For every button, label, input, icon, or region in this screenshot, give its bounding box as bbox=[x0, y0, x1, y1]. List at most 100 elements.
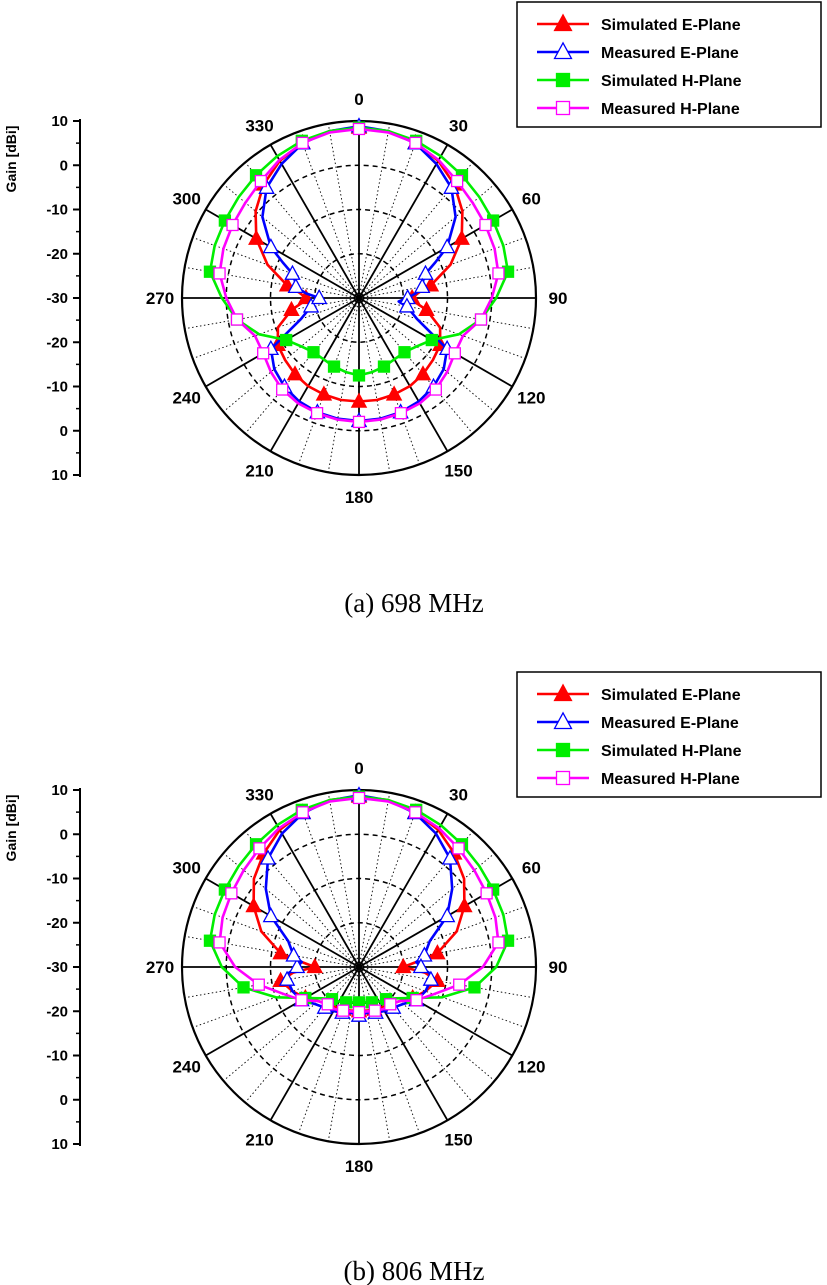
gain-tick-label: -10 bbox=[46, 379, 68, 396]
data-point-marker bbox=[377, 360, 391, 373]
minor-spoke bbox=[358, 966, 391, 1142]
angle-label: 270 bbox=[146, 958, 174, 977]
data-point-marker bbox=[438, 907, 456, 923]
data-point-marker bbox=[257, 347, 270, 360]
minor-spoke bbox=[223, 297, 360, 413]
gain-axis-title: Gain [dBi] bbox=[3, 126, 19, 193]
data-point-marker bbox=[417, 264, 434, 280]
grid-ring bbox=[269, 877, 449, 1057]
gain-tick-label: 10 bbox=[51, 1136, 68, 1153]
gain-tick-label: 10 bbox=[51, 782, 68, 799]
gain-tick-label: 0 bbox=[60, 423, 68, 440]
minor-spoke bbox=[358, 123, 391, 299]
angle-label: 120 bbox=[517, 1058, 545, 1077]
data-point-marker bbox=[553, 13, 573, 32]
major-spoke bbox=[205, 966, 360, 1057]
data-point-marker bbox=[368, 1004, 382, 1017]
data-point-marker bbox=[452, 842, 465, 855]
data-point-marker bbox=[441, 849, 459, 865]
minor-spoke bbox=[358, 966, 420, 1134]
data-point-marker bbox=[336, 1004, 350, 1017]
gain-tick-label: -20 bbox=[46, 1003, 68, 1020]
data-point-marker bbox=[555, 742, 571, 758]
data-point-marker bbox=[468, 981, 481, 994]
data-point-marker bbox=[276, 383, 289, 396]
gain-tick-label: -30 bbox=[46, 290, 68, 307]
angle-label: 240 bbox=[172, 389, 200, 408]
angle-label: 90 bbox=[549, 958, 568, 977]
data-point-marker bbox=[453, 229, 470, 245]
legend-entry-label: Simulated E-Plane bbox=[601, 17, 741, 34]
data-point-marker bbox=[385, 385, 403, 401]
minor-spoke bbox=[358, 297, 391, 473]
legend-entry-label: Measured E-Plane bbox=[601, 45, 739, 62]
data-point-marker bbox=[438, 238, 456, 254]
gain-tick-label: 10 bbox=[51, 113, 68, 130]
data-point-marker bbox=[422, 970, 440, 986]
angle-label: 90 bbox=[549, 289, 568, 308]
data-point-marker bbox=[306, 957, 323, 974]
data-point-marker bbox=[410, 994, 423, 1007]
minor-spoke bbox=[358, 800, 420, 968]
data-point-marker bbox=[327, 360, 341, 373]
minor-spoke bbox=[358, 966, 534, 999]
data-point-marker bbox=[414, 365, 432, 381]
gain-tick-label: -10 bbox=[46, 202, 68, 219]
minor-spoke bbox=[358, 935, 534, 968]
data-point-marker bbox=[213, 267, 226, 280]
angle-label: 300 bbox=[172, 859, 200, 878]
major-spoke bbox=[269, 297, 360, 452]
data-point-marker bbox=[252, 978, 265, 991]
data-point-marker bbox=[310, 288, 328, 305]
data-point-marker bbox=[321, 998, 334, 1011]
data-point-marker bbox=[492, 267, 505, 280]
minor-spoke bbox=[184, 935, 360, 968]
minor-spoke bbox=[298, 297, 360, 465]
data-point-marker bbox=[474, 313, 488, 326]
angle-label: 30 bbox=[449, 786, 468, 805]
data-point-marker bbox=[555, 72, 571, 88]
data-point-marker bbox=[225, 887, 238, 900]
angle-label: 0 bbox=[354, 90, 363, 109]
data-point-marker bbox=[315, 385, 333, 401]
data-point-marker bbox=[413, 277, 431, 294]
data-point-marker bbox=[416, 946, 433, 962]
legend-entry-label: Simulated H-Plane bbox=[601, 743, 742, 760]
grid-ring bbox=[225, 833, 493, 1101]
angle-label: 300 bbox=[172, 190, 200, 209]
data-point-marker bbox=[285, 946, 302, 962]
polar-chart-806mhz: 0 30 60 90 120 150 180 210 240 270 300 330 10 0 -10 -20… bbox=[3, 671, 822, 1285]
angle-label: 0 bbox=[354, 759, 363, 778]
minor-spoke bbox=[358, 297, 420, 465]
data-point-marker bbox=[302, 297, 320, 313]
data-point-marker bbox=[350, 392, 368, 408]
series-measured-h-plane bbox=[213, 791, 505, 1019]
legend-entry-label: Measured E-Plane bbox=[601, 715, 739, 732]
gain-tick-label: 0 bbox=[60, 826, 68, 843]
data-point-marker bbox=[553, 711, 573, 730]
data-point-marker bbox=[398, 297, 416, 313]
angle-label: 30 bbox=[449, 117, 468, 136]
minor-spoke bbox=[298, 131, 360, 299]
data-point-marker bbox=[284, 264, 301, 280]
data-point-marker bbox=[412, 957, 430, 974]
minor-spoke bbox=[358, 792, 391, 968]
gain-tick-label: -10 bbox=[46, 1048, 68, 1065]
data-point-marker bbox=[237, 981, 250, 994]
legend: Simulated E-Plane Measured E-Plane Simulat… bbox=[516, 1, 822, 128]
data-point-marker bbox=[352, 791, 366, 805]
data-point-marker bbox=[213, 936, 226, 949]
data-point-marker bbox=[259, 849, 277, 865]
data-point-marker bbox=[295, 994, 308, 1007]
figure-caption: (b) 806 MHz bbox=[344, 1256, 485, 1285]
data-point-marker bbox=[248, 229, 265, 245]
major-spoke bbox=[269, 966, 360, 1121]
data-point-marker bbox=[287, 277, 305, 294]
minor-spoke bbox=[358, 297, 474, 434]
data-point-marker bbox=[429, 383, 442, 396]
minor-spoke bbox=[223, 966, 360, 1082]
data-point-marker bbox=[262, 907, 280, 923]
legend: Simulated E-Plane Measured E-Plane Simulat… bbox=[516, 671, 822, 798]
data-point-marker bbox=[245, 897, 262, 913]
